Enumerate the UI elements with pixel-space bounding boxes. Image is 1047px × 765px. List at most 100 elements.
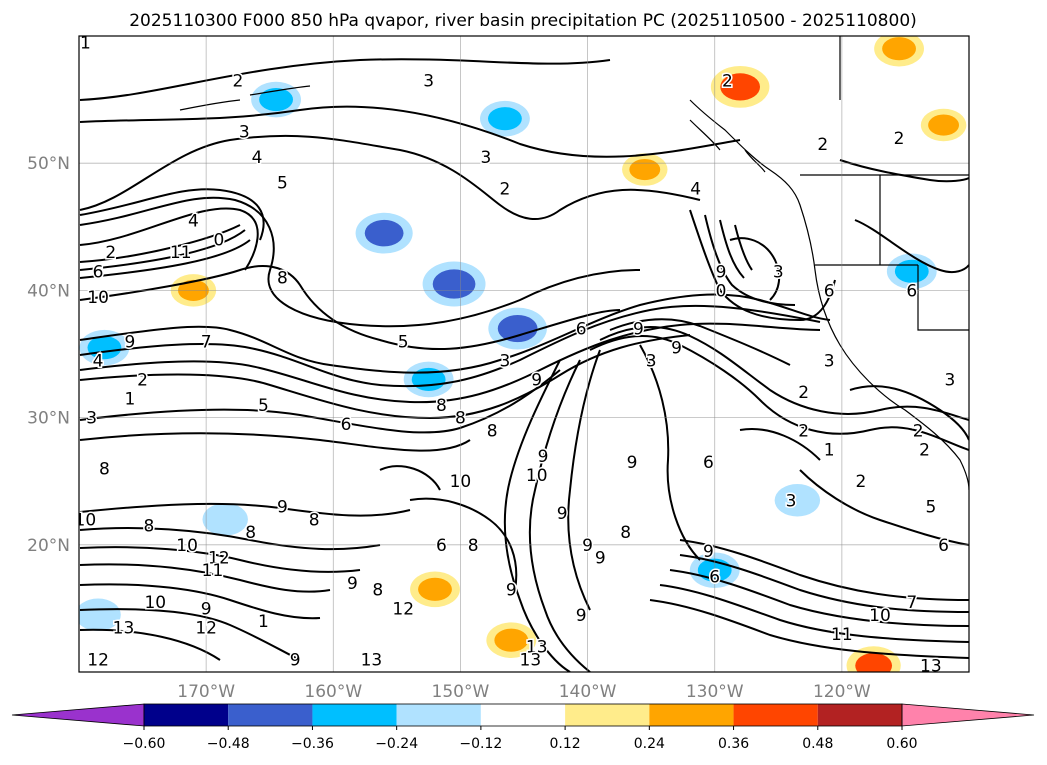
contour-label: 9 [557,504,568,524]
contour-line [679,554,969,613]
contour-label: 2 [817,135,828,155]
contour-label: 5 [398,332,409,352]
shaded-core-positive-blob-northeast [882,37,916,61]
contour-line [79,432,471,452]
contour-label: 9 [576,606,587,626]
contour-line [649,599,969,659]
contour-label: 0 [716,281,727,301]
contour-line [669,569,969,627]
longitude-tick-labels: 170°W 160°W 150°W 140°W 130°W 120°W [177,682,871,702]
contour-label: 9 [582,536,593,556]
contour-label: 10 [869,606,891,626]
coastal-islands [689,119,766,173]
contour-label: 6 [938,536,949,556]
contour-label: 10 [450,472,472,492]
contour-label: 11 [202,561,224,581]
contour-line [79,304,821,388]
contour-line [379,465,441,491]
latitude-tick-labels: 50°N 40°N 30°N 20°N [27,154,70,556]
contour-label: 9 [201,599,212,619]
colorbar-segments [11,703,1035,727]
shaded-core-negative-blob-west [209,508,241,530]
contour-label: 6 [824,281,835,301]
contour-label: 9 [627,453,638,473]
contour-label: 4 [188,211,199,231]
contour-line [79,369,561,434]
contour-label: 3 [239,122,250,142]
lat-lon-grid [79,36,969,672]
y-tick-label: 20°N [27,536,70,556]
contour-line [609,318,791,366]
colorbar-tick-label: −0.36 [291,736,334,752]
colorbar-segment [144,704,229,726]
x-tick-label: 160°W [304,682,362,702]
colorbar-segment [817,704,902,726]
contour-line [79,563,331,593]
colorbar-tick-label: −0.48 [207,736,250,752]
contour-line [79,628,221,661]
shaded-core-negative-blob-125w [781,489,813,511]
contour-label: 9 [124,332,135,352]
shaded-core-positive-blob-east [928,114,959,136]
contour-label: 3 [646,351,657,371]
contour-label: 2 [137,370,148,390]
contour-label: 13 [520,650,542,670]
qvapor-contours [79,58,969,672]
aleutian-islands [179,85,311,111]
contour-label: 6 [576,320,587,340]
colorbar-tick-label: 0.60 [886,736,917,752]
shaded-core-negative-blob-mid-pacific [432,269,476,299]
contour-label: 13 [361,650,383,670]
contour-label: 12 [87,650,109,670]
shaded-core-positive-blob-135w [629,159,661,181]
colorbar: −0.60 −0.48 −0.36 −0.24 −0.12 0.12 0.24 0.36 0.4… [11,703,1035,752]
contour-label: 9 [506,580,517,600]
contour-label: 5 [277,173,288,193]
contour-label: 2 [798,421,809,441]
contour-label: 7 [906,593,917,613]
contour-label: 6 [93,262,104,282]
x-tick-label: 120°W [813,682,871,702]
contour-label: 1 [824,440,835,460]
contour-label: 5 [258,396,269,416]
shaded-core-positive-blob-118w-south [855,653,893,672]
shaded-core-negative-blob-bc-ocean [488,107,522,131]
contour-label: 3 [773,262,784,282]
shaded-core-positive-blob-bc [720,73,761,101]
colorbar-segment [733,704,818,726]
contour-label: 2 [919,440,930,460]
contour-line [79,224,241,263]
contour-line [79,502,411,517]
contour-label: 2 [722,72,733,92]
contour-label: 9 [277,498,288,518]
contour-label: 3 [480,148,491,168]
contour-label: 13 [920,657,942,677]
contour-label: 9 [531,370,542,390]
contour-label: 8 [372,580,383,600]
contour-line [79,105,741,158]
north-america-coastline [689,99,969,491]
colorbar-extend-low [11,703,145,727]
contour-label: 10 [526,466,548,486]
contour-line [639,344,701,561]
contour-line [689,209,836,321]
colorbar-segment [396,704,481,726]
contour-line [79,239,251,279]
colorbar-frame [143,703,903,727]
shaded-core-negative-blob-145w [497,314,538,343]
contour-label: 9 [703,542,714,562]
contour-label: 9 [595,549,606,569]
contour-label: 2 [913,421,924,441]
contour-label: 8 [99,459,110,479]
y-tick-label: 50°N [27,154,70,174]
colorbar-extend-high [901,703,1035,727]
contour-label: 10 [87,288,109,308]
contour-label: 8 [468,536,479,556]
contour-label: 9 [671,339,682,359]
us-state-border [879,175,969,331]
contour-label: 9 [290,650,301,670]
map-background [79,36,969,672]
contour-line [599,326,969,421]
colorbar-segment [480,704,566,726]
